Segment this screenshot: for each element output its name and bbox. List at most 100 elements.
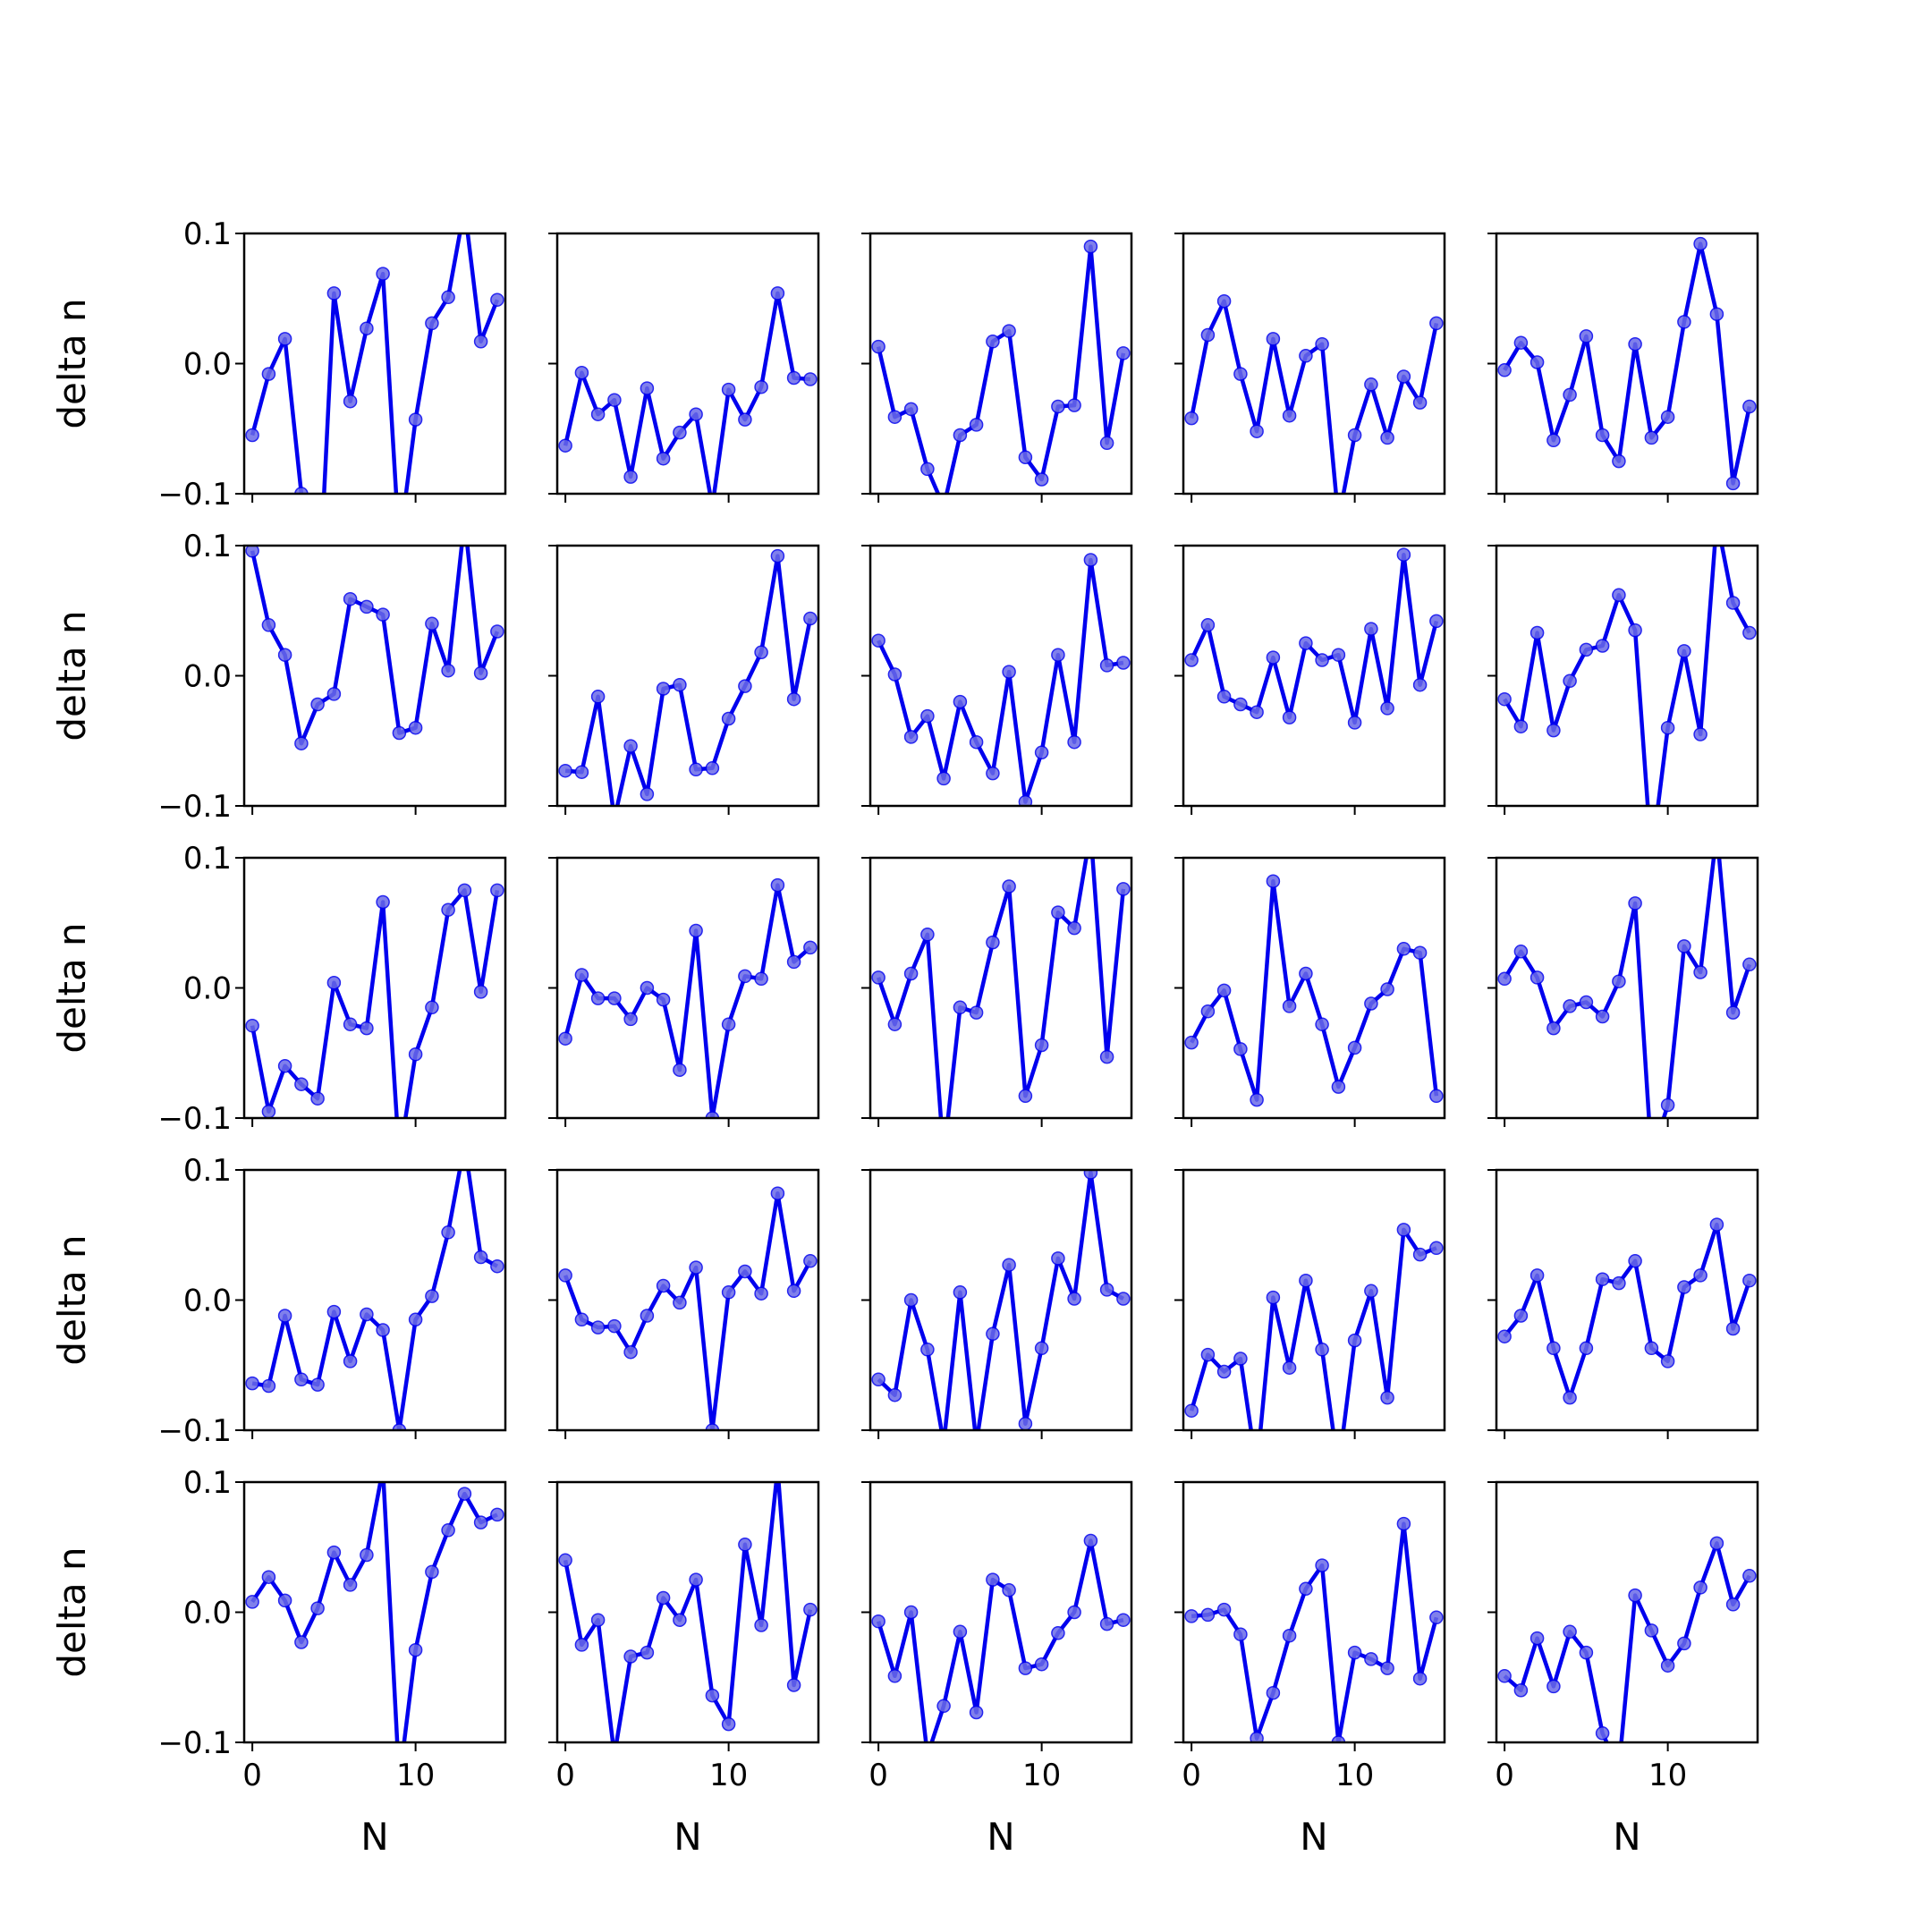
data-point-12 (441, 1225, 455, 1240)
data-point-4 (1250, 1731, 1264, 1742)
subplot-r4-c2 (548, 1168, 820, 1439)
data-point-10 (1347, 428, 1362, 443)
data-point-11 (1051, 905, 1065, 919)
data-point-15 (803, 611, 818, 626)
data-point-0 (245, 1018, 259, 1033)
data-point-12 (1693, 236, 1707, 251)
data-point-7 (360, 321, 374, 335)
data-point-1 (1200, 327, 1216, 343)
data-point-8 (376, 894, 390, 910)
data-point-13 (770, 286, 785, 301)
series-line (251, 1170, 498, 1430)
data-point-13 (457, 1487, 472, 1501)
subplot-r1-c5 (1487, 232, 1759, 503)
data-point-8 (689, 1572, 703, 1587)
data-point-0 (1184, 653, 1199, 667)
data-point-0 (558, 1553, 572, 1568)
data-point-10 (1660, 1097, 1675, 1113)
data-point-10 (1034, 1038, 1049, 1053)
plot-area (871, 553, 1131, 806)
data-point-8 (1315, 653, 1329, 667)
data-point-10 (721, 711, 736, 726)
data-point-12 (1693, 965, 1707, 979)
data-point-6 (343, 394, 358, 409)
data-point-2 (1216, 983, 1232, 998)
data-point-7 (673, 1295, 687, 1310)
data-point-9 (1644, 430, 1659, 445)
data-point-5 (640, 381, 655, 395)
data-point-7 (986, 935, 1000, 950)
series-line (1503, 242, 1752, 486)
data-point-3 (1546, 723, 1561, 738)
data-point-14 (786, 691, 801, 707)
plot-area (245, 1170, 504, 1430)
data-point-3 (1233, 697, 1248, 712)
data-point-12 (1067, 1605, 1081, 1620)
data-point-8 (1002, 1258, 1016, 1272)
data-point-3 (920, 462, 935, 477)
data-point-1 (574, 968, 589, 982)
data-point-12 (1693, 727, 1707, 741)
data-point-5 (1579, 1341, 1594, 1356)
data-point-1 (887, 1669, 902, 1683)
data-point-2 (903, 1292, 919, 1308)
data-point-9 (1018, 1661, 1033, 1675)
data-point-4 (623, 739, 638, 753)
data-point-10 (721, 1285, 736, 1300)
subplot-r4-c1: −0.1 0.0 0.1 delta n (50, 1153, 507, 1449)
data-point-13 (457, 883, 472, 898)
plot-area (245, 883, 504, 1118)
data-point-8 (1628, 623, 1642, 638)
data-point-14 (473, 335, 488, 349)
data-point-8 (1002, 665, 1016, 679)
subplot-r4-c3 (861, 1168, 1133, 1439)
data-point-7 (360, 1021, 374, 1036)
data-point-1 (261, 1378, 276, 1394)
data-point-0 (1184, 1035, 1199, 1050)
data-point-4 (1563, 674, 1577, 689)
data-point-11 (1677, 315, 1691, 329)
data-point-15 (1116, 346, 1131, 360)
data-point-2 (590, 1613, 606, 1627)
data-point-1 (887, 1387, 902, 1402)
data-point-7 (1299, 966, 1313, 981)
data-point-12 (754, 645, 768, 660)
data-point-7 (1612, 974, 1626, 988)
data-point-12 (441, 902, 455, 917)
data-point-5 (640, 1645, 655, 1660)
data-point-1 (887, 1017, 902, 1031)
data-point-1 (887, 667, 902, 682)
data-point-3 (1233, 1352, 1248, 1366)
data-point-10 (1034, 472, 1049, 487)
y-tick-label: 0.0 (183, 347, 232, 383)
data-point-6 (1282, 1360, 1297, 1375)
data-point-14 (1099, 1616, 1114, 1631)
data-point-2 (1530, 970, 1545, 985)
data-point-15 (1742, 957, 1757, 972)
data-point-14 (1725, 596, 1741, 610)
data-point-9 (1331, 1080, 1346, 1094)
series-line (1191, 1521, 1439, 1742)
subplot-r5-c5: 0 10N (1487, 1480, 1759, 1859)
data-point-3 (294, 1635, 309, 1649)
data-point-10 (408, 1642, 423, 1657)
data-point-15 (1116, 882, 1131, 896)
data-point-15 (490, 883, 504, 898)
data-point-12 (1380, 1661, 1394, 1675)
y-tick-label: 0.0 (183, 971, 232, 1007)
data-point-5 (1266, 1685, 1281, 1700)
data-point-1 (1513, 1683, 1529, 1698)
y-tick-label: 0.1 (183, 216, 232, 252)
data-point-6 (656, 992, 671, 1007)
data-point-0 (558, 1031, 572, 1046)
data-point-6 (1595, 1272, 1610, 1286)
data-point-13 (1709, 1536, 1724, 1551)
data-point-7 (360, 1307, 374, 1322)
data-point-12 (1067, 920, 1081, 936)
data-point-9 (1018, 794, 1033, 806)
data-point-0 (558, 763, 572, 778)
data-point-3 (1233, 1042, 1248, 1056)
data-point-3 (920, 928, 935, 942)
data-point-10 (408, 412, 423, 427)
data-point-13 (1396, 547, 1411, 562)
